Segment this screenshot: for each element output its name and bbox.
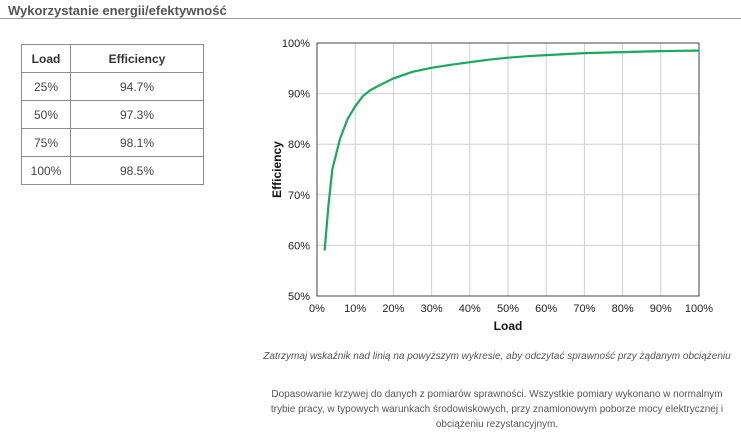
column-header-load: Load [21, 44, 71, 73]
x-tick-label: 0% [309, 303, 325, 315]
cell-efficiency: 97.3% [70, 100, 204, 129]
cell-efficiency: 98.5% [70, 156, 204, 185]
x-tick-label: 70% [573, 303, 595, 315]
y-tick-label: 80% [288, 139, 310, 151]
chart-grid [316, 42, 700, 297]
efficiency-curve[interactable] [323, 49, 700, 251]
cell-load: 75% [21, 128, 71, 157]
column-header-efficiency: Efficiency [70, 44, 204, 73]
y-tick-label: 50% [288, 291, 310, 303]
x-tick-label: 80% [612, 303, 634, 315]
efficiency-table: Load Efficiency 25% 94.7% 50% 97.3% 75% … [21, 44, 204, 185]
efficiency-chart[interactable]: 0% 10% 20% 30% 40% 50% 60% 70% 80% 90% 100% 50% 60%… [262, 34, 732, 339]
table-row: 75% 98.1% [21, 128, 204, 157]
table-header-row: Load Efficiency [21, 44, 204, 73]
y-tick-labels: 50% 60% 70% 80% 90% 100% [282, 38, 310, 303]
plot-area-frame [316, 42, 700, 297]
table-row: 50% 97.3% [21, 100, 204, 129]
x-tick-label: 40% [459, 303, 481, 315]
x-tick-label: 30% [421, 303, 443, 315]
chart-hint: Zatrzymaj wskaźnik nad linią na powyższy… [263, 351, 731, 362]
table-row: 100% 98.5% [21, 156, 204, 185]
x-tick-label: 10% [344, 303, 366, 315]
y-axis-label: Efficiency [270, 141, 284, 198]
x-tick-label: 60% [535, 303, 557, 315]
x-tick-label: 50% [497, 303, 519, 315]
chart-note: Dopasowanie krzywej do danych z pomiarów… [270, 389, 724, 430]
cell-efficiency: 94.7% [70, 72, 204, 101]
title-divider [0, 18, 741, 19]
x-tick-labels: 0% 10% 20% 30% 40% 50% 60% 70% 80% 90% 100% [309, 303, 713, 315]
x-axis-label: Load [494, 319, 523, 333]
table-row: 25% 94.7% [21, 72, 204, 101]
cell-load: 50% [21, 100, 71, 129]
x-tick-label: 90% [650, 303, 672, 315]
x-tick-label: 20% [382, 303, 404, 315]
y-tick-label: 70% [288, 190, 310, 202]
cell-load: 100% [21, 156, 71, 185]
y-tick-label: 60% [288, 240, 310, 252]
cell-load: 25% [21, 72, 71, 101]
y-tick-label: 100% [282, 38, 310, 50]
cell-efficiency: 98.1% [70, 128, 204, 157]
x-tick-label: 100% [685, 303, 713, 315]
y-tick-label: 90% [288, 89, 310, 101]
section-title: Wykorzystanie energii/efektywność [8, 3, 227, 18]
